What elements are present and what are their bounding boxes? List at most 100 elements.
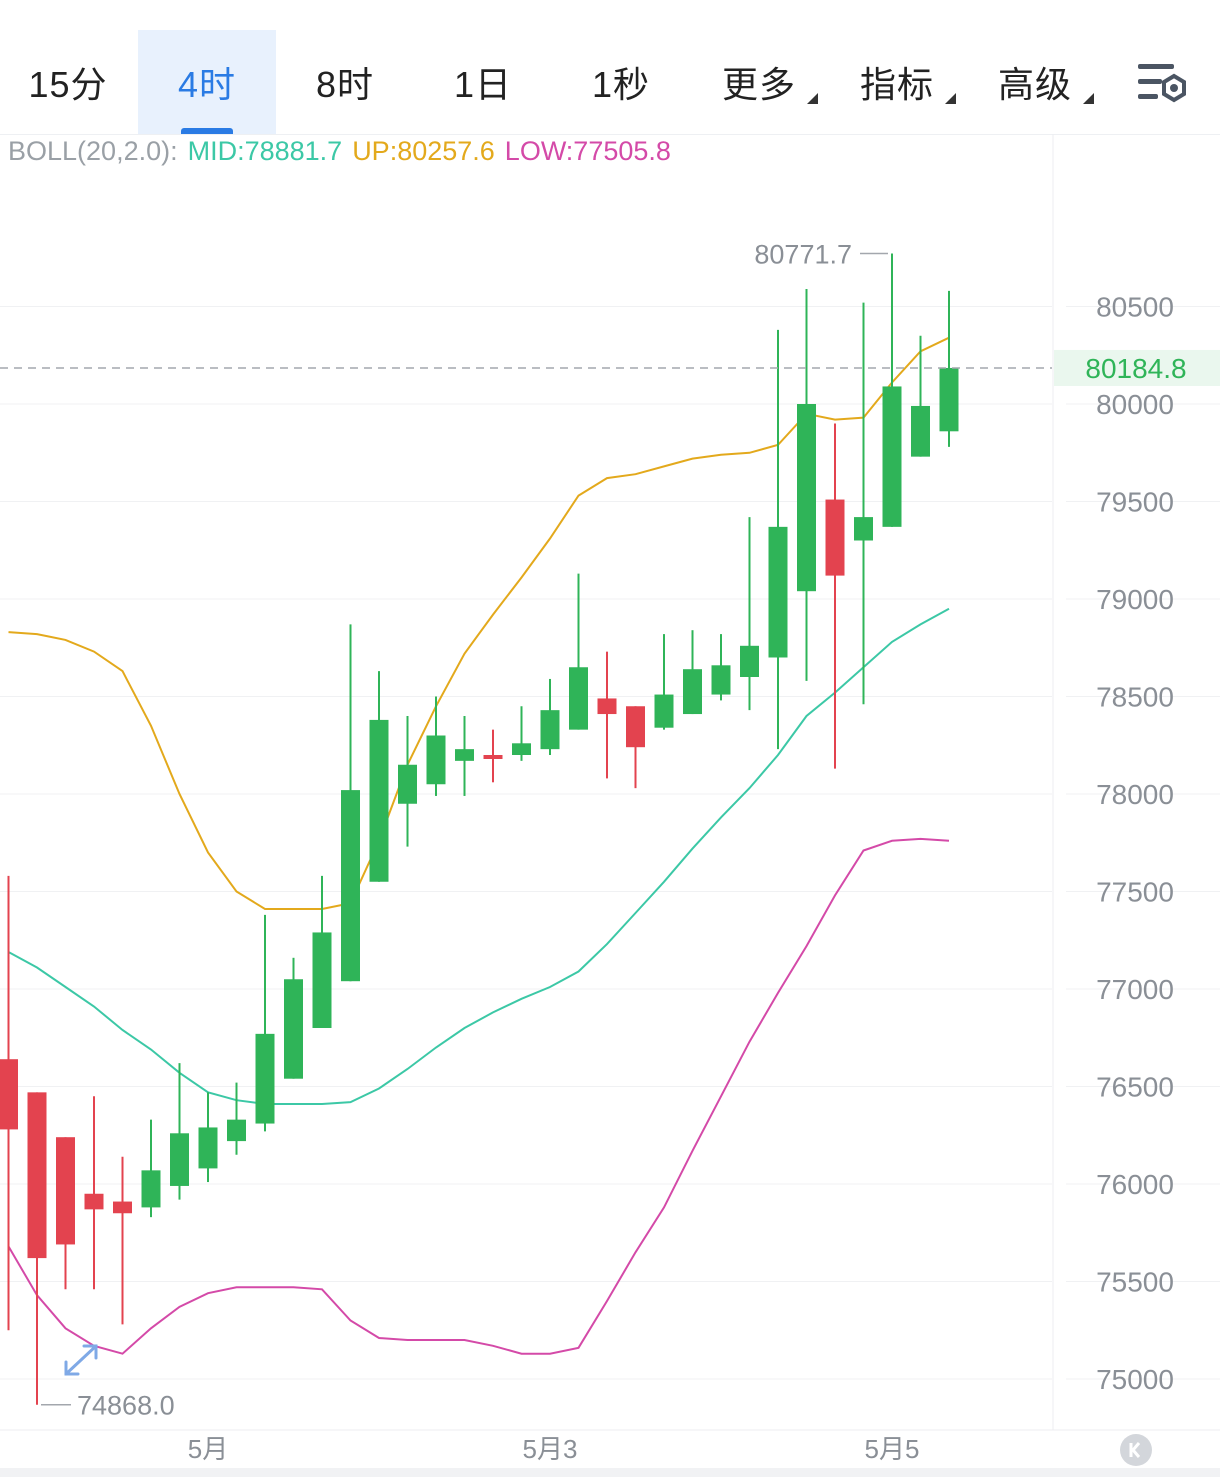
y-tick-label: 78000 [1096,779,1174,810]
boll-low: LOW:77505.8 [504,136,671,166]
chart-overlay: 80184.8 80771.7 74868.0 [0,240,1220,1466]
candle-up [911,335,930,457]
max-price-label: 80771.7 [754,240,852,270]
x-tick-label: 5月5 [865,1434,920,1464]
candle-up [768,329,788,750]
boll-legend: BOLL(20,2.0): MID:78881.7 UP:80257.6 LOW:77… [8,136,681,167]
candle-body [455,749,474,761]
candle-up [455,716,474,796]
current-price-label: 80184.8 [1085,353,1186,384]
candle-down [597,651,617,779]
candle-down [0,875,18,1331]
candle-up [312,875,332,1028]
boll-name: BOLL(20,2.0): [8,136,178,166]
boll-low-line [7,837,950,1355]
tab-label: 指标 [859,64,934,105]
candle-body [483,755,503,759]
candle-down [483,729,503,783]
candle-up [512,706,531,761]
candle-up [939,290,959,447]
grid: 80500 80000 79500 79000 78500 78000 77500 77000… [0,134,1220,1464]
y-tick-label: 79000 [1096,584,1174,615]
y-tick-label: 80500 [1096,292,1174,323]
x-tick-label: 5月3 [523,1434,578,1464]
candle-up [369,671,389,882]
boll-bands [7,336,950,1355]
candle-down [27,1092,47,1405]
tab-advanced[interactable]: 高级 [966,30,1104,134]
candle-body [939,367,959,432]
candle-up [198,1092,218,1183]
tab-label: 高级 [997,64,1072,105]
fullscreen-icon[interactable] [64,1344,98,1376]
chart-settings-icon[interactable] [1136,60,1190,106]
candle-down [825,423,845,769]
candle-body [198,1127,218,1169]
dropdown-triangle-icon [945,93,956,104]
candle-body [369,719,389,882]
candle-up [426,696,446,796]
candle-body [398,764,417,804]
candle-down [56,1137,75,1290]
candle-body [768,526,788,658]
candle-body [597,698,617,715]
active-tab-indicator [181,128,233,134]
y-tick-label: 77000 [1096,974,1174,1005]
fullscreen-icon-stroke [82,1344,98,1360]
tab-indicators[interactable]: 指标 [828,30,966,134]
tab-4h[interactable]: 4时 [138,30,276,134]
candle-down [113,1156,132,1325]
candlestick-chart[interactable]: 80500 80000 79500 79000 78500 78000 77500 77000… [0,134,1220,1468]
x-tick-label: 5月 [188,1434,228,1464]
tab-label: 15分 [28,64,108,105]
y-tick-label: 78500 [1096,682,1174,713]
candle-up [141,1119,161,1218]
tab-15m[interactable]: 15分 [0,30,136,134]
candle-up [711,634,731,701]
scroll-to-latest-button[interactable] [1120,1434,1152,1466]
candle-up [341,624,360,982]
y-tick-label: 75000 [1096,1364,1174,1395]
candle-body [27,1092,47,1259]
candle-up [170,1063,189,1200]
candle-body [882,386,902,527]
candle-body [512,743,531,755]
candle-up [797,288,816,681]
candle-up [882,253,902,527]
candle-body [0,1059,18,1130]
candle-body [711,665,731,695]
candle-down [84,1096,104,1290]
tab-label: 1日 [453,64,513,105]
min-price-label: 74868.0 [77,1391,175,1421]
boll-mid-line [8,607,950,1105]
candle-body [540,710,560,750]
dropdown-triangle-icon [807,93,818,104]
candles [0,253,959,1405]
candle-body [84,1193,104,1210]
interval-tab-bar: 15分 4时 8时 1日 1秒 更多 指标 高级 [0,0,1220,135]
candle-body [312,932,332,1028]
candle-body [113,1201,132,1214]
candle-body [284,979,303,1079]
tab-label: 更多 [721,64,796,105]
boll-up-line [8,336,950,910]
candle-body [854,517,873,541]
candle-body [626,706,645,748]
boll-up: UP:80257.6 [352,136,495,166]
candle-body [911,405,930,457]
candle-up [540,678,560,755]
tab-1d[interactable]: 1日 [414,30,552,134]
candle-up [683,630,702,715]
candle-body [141,1170,161,1208]
scroll-to-latest-icon [1120,1434,1152,1466]
candle-up [654,634,674,730]
tab-label: 8时 [315,64,375,105]
tab-1s[interactable]: 1秒 [552,30,690,134]
tab-8h[interactable]: 8时 [276,30,414,134]
chevron-left-icon [1131,1442,1141,1458]
candle-body [56,1137,75,1245]
candle-body [170,1133,189,1186]
tab-more[interactable]: 更多 [690,30,828,134]
candle-up [284,957,303,1079]
candle-up [255,914,275,1132]
